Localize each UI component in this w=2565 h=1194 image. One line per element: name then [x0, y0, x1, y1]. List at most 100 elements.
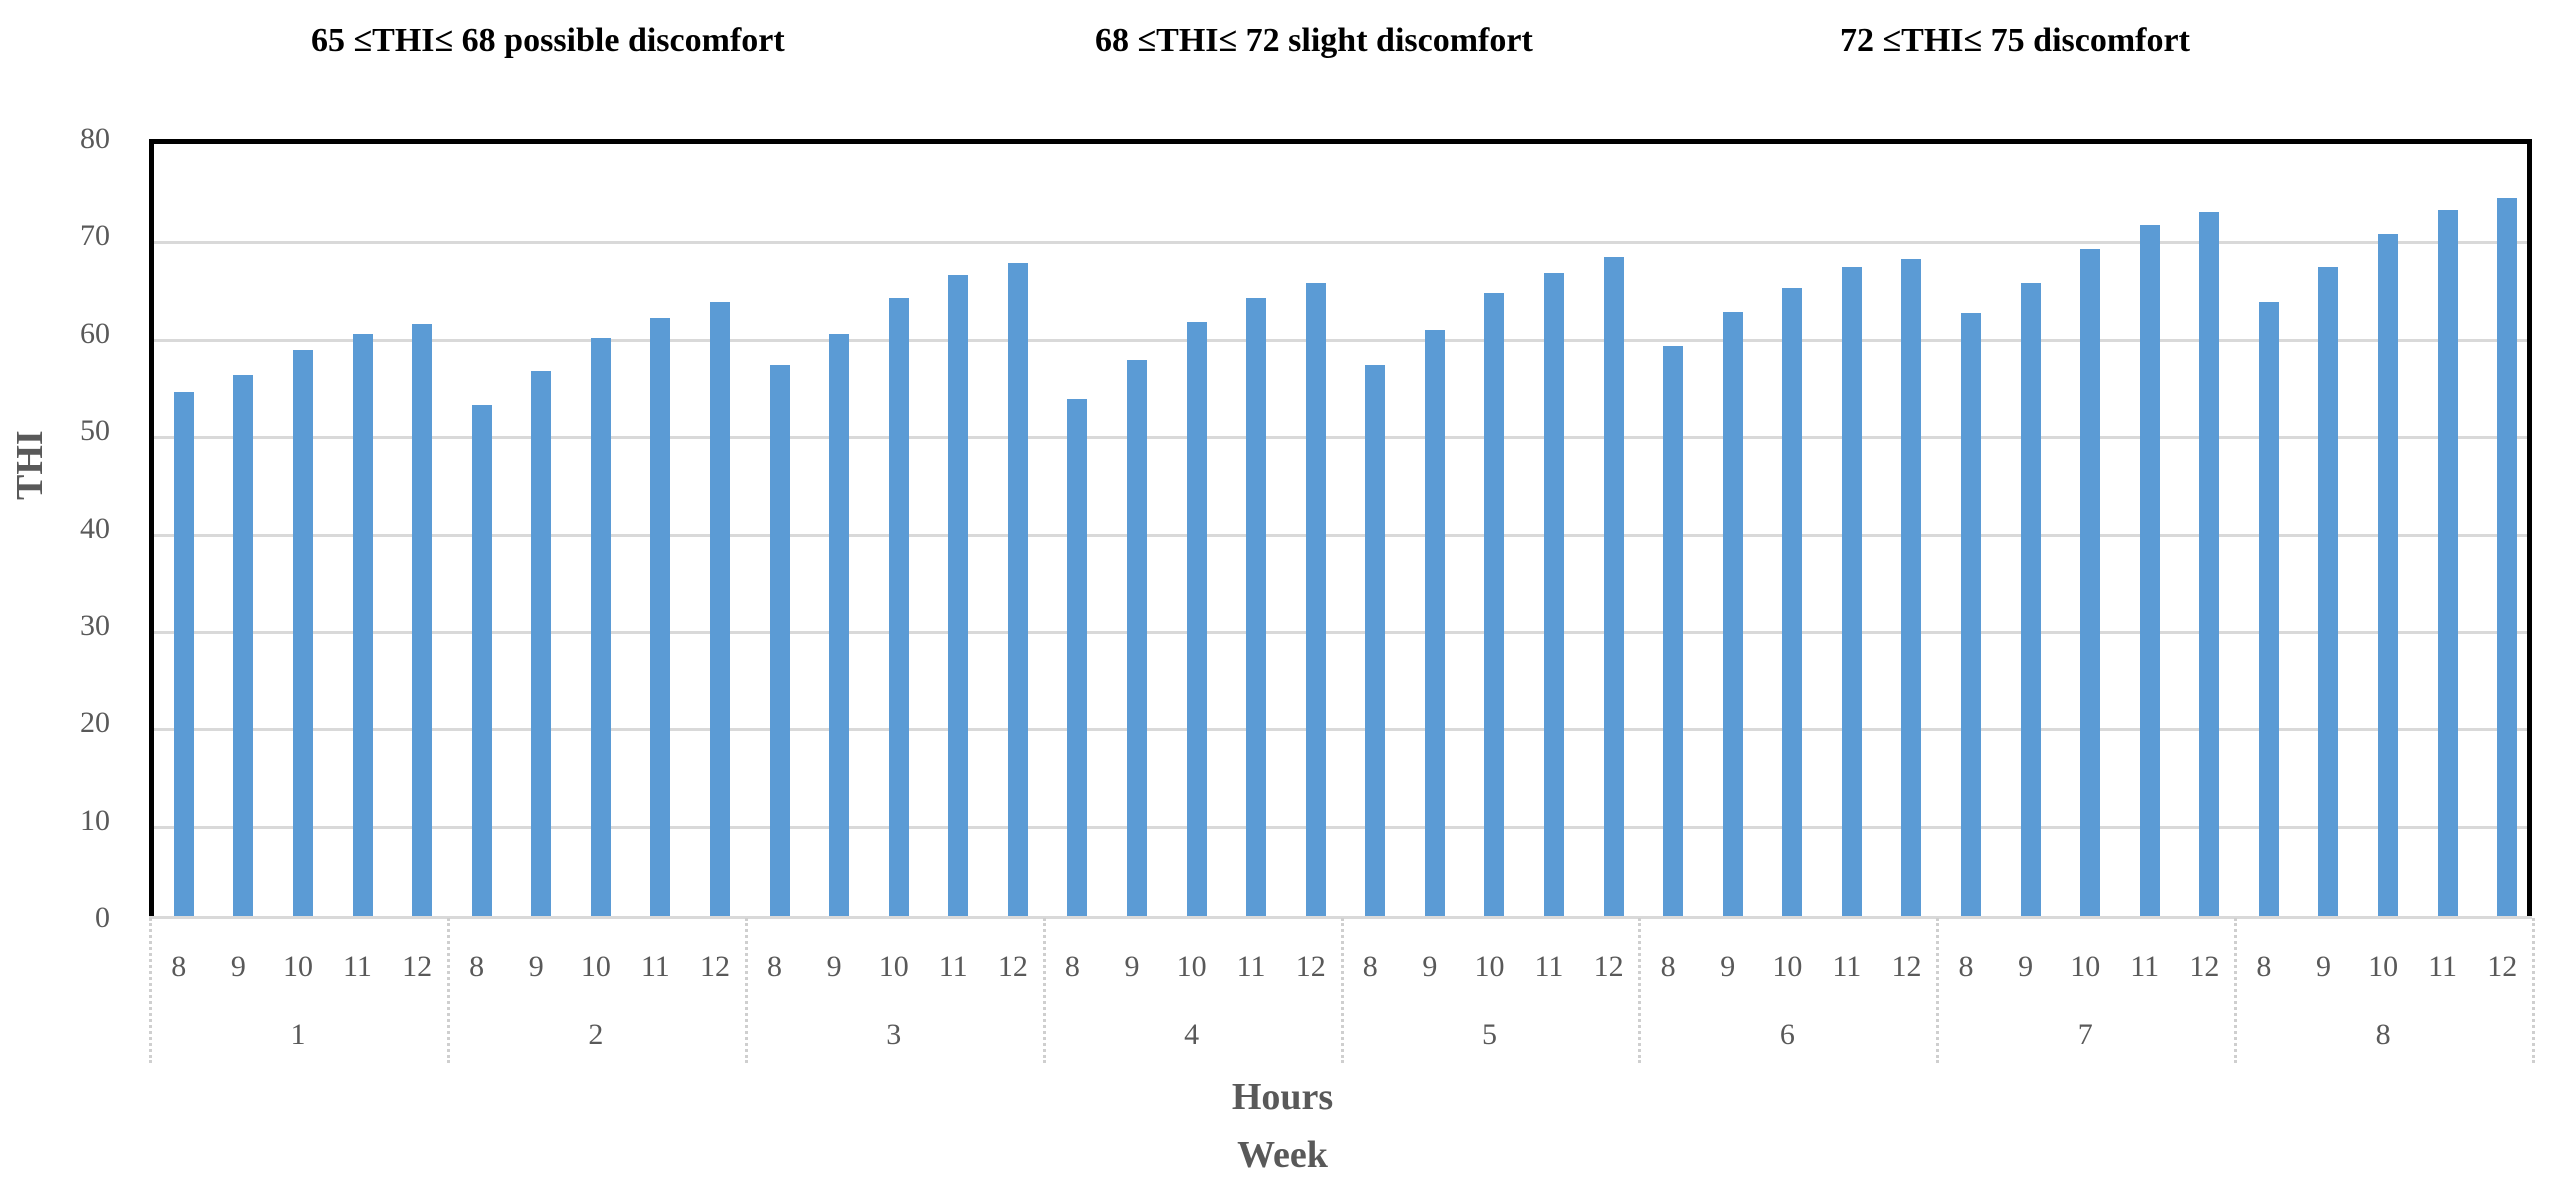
hour-tick-label: 10: [1474, 950, 1505, 983]
band-label-discomfort: 72 ≤THI≤ 75 discomfort: [1840, 22, 2190, 59]
bar: [2020, 283, 2041, 918]
hour-tick-label: 10: [580, 950, 611, 983]
hour-tick-label: 10: [2368, 950, 2399, 983]
gridline: [154, 630, 2527, 634]
bar: [173, 392, 194, 918]
band-label-possible-discomfort: 65 ≤THI≤ 68 possible discomfort: [311, 22, 785, 59]
bar: [1365, 364, 1386, 918]
hour-tick-label: 10: [1772, 950, 1803, 983]
bar: [1424, 329, 1445, 918]
plot-area: [149, 139, 2532, 918]
bar: [1067, 399, 1088, 918]
bar: [1246, 297, 1267, 918]
bar: [233, 374, 254, 918]
bar: [590, 337, 611, 918]
gridline: [154, 728, 2527, 732]
bar: [531, 370, 552, 918]
bar: [471, 404, 492, 918]
band-label-slight-discomfort: 68 ≤THI≤ 72 slight discomfort: [1095, 22, 1533, 59]
bar: [1722, 312, 1743, 918]
hour-tick-label: 8: [171, 950, 187, 983]
group-separator: [446, 918, 450, 1063]
gridline: [154, 533, 2527, 537]
group-separator: [1638, 918, 1642, 1063]
bar: [1841, 266, 1862, 918]
bar: [1901, 258, 1922, 918]
week-tick-label: 8: [2375, 1018, 2391, 1051]
bar: [292, 350, 313, 918]
hour-tick-label: 12: [402, 950, 433, 983]
bar: [352, 333, 373, 918]
group-separator: [1936, 918, 1940, 1063]
hour-tick-label: 8: [1660, 950, 1676, 983]
hour-tick-label: 8: [767, 950, 783, 983]
hour-tick-label: 9: [230, 950, 246, 983]
bar: [2497, 198, 2518, 918]
bar: [2258, 301, 2279, 918]
hour-tick-label: 11: [1236, 950, 1266, 983]
week-tick-label: 7: [2077, 1018, 2093, 1051]
hour-tick-label: 11: [1832, 950, 1862, 983]
hour-tick-label: 10: [282, 950, 313, 983]
bar: [1007, 262, 1028, 918]
group-separator: [2532, 918, 2535, 1063]
hour-tick-label: 9: [528, 950, 544, 983]
week-tick-label: 5: [1481, 1018, 1497, 1051]
hour-tick-label: 11: [938, 950, 968, 983]
bar: [412, 324, 433, 918]
bar: [769, 364, 790, 918]
y-tick-label: 50: [80, 414, 110, 448]
bar: [1663, 346, 1684, 918]
gridline: [154, 338, 2527, 342]
bar: [1603, 256, 1624, 918]
week-tick-label: 1: [290, 1018, 306, 1051]
week-tick-label: 6: [1779, 1018, 1795, 1051]
hour-tick-label: 12: [2189, 950, 2220, 983]
bar: [1126, 360, 1147, 918]
hour-tick-label: 11: [2130, 950, 2160, 983]
y-tick-label: 20: [80, 706, 110, 740]
hour-tick-label: 8: [469, 950, 485, 983]
bar: [829, 333, 850, 918]
bar: [1305, 283, 1326, 918]
hour-tick-label: 12: [2487, 950, 2518, 983]
hour-tick-label: 8: [1362, 950, 1378, 983]
hour-tick-label: 9: [826, 950, 842, 983]
bar: [1544, 273, 1564, 918]
group-separator: [1340, 918, 1344, 1063]
hour-tick-label: 11: [343, 950, 372, 983]
hour-tick-label: 12: [1593, 950, 1624, 983]
hour-tick-label: 8: [2256, 950, 2272, 983]
y-tick-label: 0: [95, 901, 110, 934]
group-separator: [149, 918, 152, 1063]
group-separator: [2234, 918, 2238, 1063]
bar: [888, 297, 909, 918]
bar: [1961, 313, 1982, 918]
hour-tick-label: 10: [878, 950, 909, 983]
hour-tick-label: 11: [640, 950, 670, 983]
hour-tick-label: 9: [2315, 950, 2331, 983]
bar: [2378, 234, 2399, 918]
hour-tick-label: 8: [1064, 950, 1080, 983]
hour-tick-label: 12: [1891, 950, 1922, 983]
x-axis-title-week: Week: [1237, 1134, 1328, 1176]
bar: [1782, 287, 1803, 918]
group-separator: [1042, 918, 1046, 1063]
group-separator: [744, 918, 748, 1063]
week-tick-label: 3: [886, 1018, 902, 1051]
bar: [948, 275, 969, 918]
hour-tick-label: 12: [997, 950, 1028, 983]
x-axis-title-hours: Hours: [1231, 1076, 1334, 1118]
bar: [2139, 224, 2160, 918]
y-tick-label: 10: [80, 803, 110, 837]
hour-tick-label: 12: [699, 950, 730, 983]
hour-tick-label: 9: [1422, 950, 1438, 983]
week-tick-label: 4: [1184, 1018, 1200, 1051]
bar: [709, 301, 730, 918]
y-tick-label: 80: [80, 122, 110, 155]
y-tick-label: 40: [80, 511, 110, 545]
bar: [2199, 212, 2220, 918]
gridline: [154, 241, 2527, 245]
hour-tick-label: 12: [1295, 950, 1326, 983]
bar: [2318, 266, 2339, 918]
